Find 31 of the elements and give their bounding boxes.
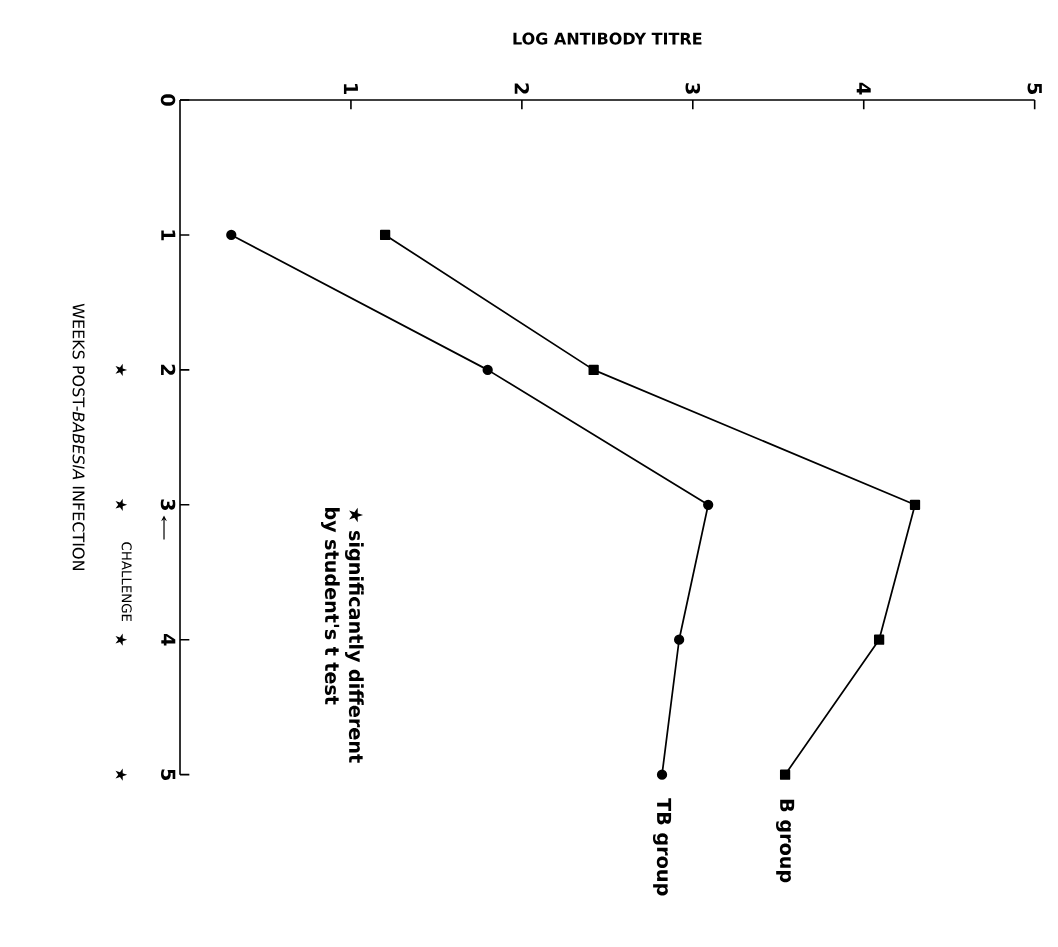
point <box>482 364 493 376</box>
point <box>873 634 885 645</box>
point <box>673 634 685 645</box>
text: TB group <box>652 798 672 896</box>
text: ★ <box>115 363 128 376</box>
x-tick-label: 2 <box>514 83 529 94</box>
point <box>226 229 237 241</box>
x-tick-label: 3 <box>685 83 701 94</box>
annotation: ★ significantly different by student's t test <box>321 507 364 763</box>
text: B group <box>776 799 795 883</box>
point <box>703 499 714 510</box>
y-tick-label: 3 <box>160 499 176 510</box>
text: CHALLENGE <box>121 542 132 622</box>
text: ★ <box>115 498 128 511</box>
point <box>909 499 921 510</box>
y-tick-label: 5 <box>161 769 176 781</box>
y-tick-label: 0 <box>160 94 176 106</box>
point <box>779 769 791 780</box>
y-tick-label: 2 <box>161 364 176 375</box>
x-axis-title: LOG ANTIBODY TITRE <box>513 32 702 45</box>
x-tick-label: 4 <box>856 82 871 95</box>
y-tick-label: 1 <box>161 230 176 241</box>
x-tick-label: 1 <box>343 84 358 94</box>
x-tick-label: 5 <box>1027 83 1042 94</box>
point <box>379 229 391 241</box>
y-tick-label: 4 <box>161 633 176 646</box>
y-axis-title: WEEKS POST-BABESIA INFECTION <box>72 303 85 570</box>
text: ★ <box>115 633 128 646</box>
point <box>656 769 668 780</box>
point <box>588 364 599 376</box>
text: ★ <box>115 768 128 781</box>
